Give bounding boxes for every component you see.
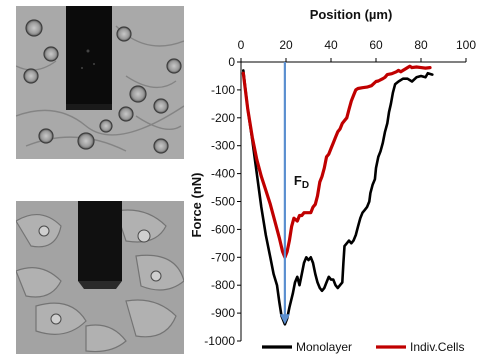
microscope-image-icon — [16, 201, 184, 354]
x-tick-label: 100 — [456, 38, 476, 52]
y-tick-label: -900 — [211, 306, 235, 320]
y-tick-label: -1000 — [204, 334, 235, 348]
y-tick-label: -600 — [211, 222, 235, 236]
y-axis-title: Force (nN) — [189, 173, 204, 238]
legend: Monolayer Indiv.Cells — [262, 340, 464, 354]
legend-label: Monolayer — [296, 340, 352, 354]
y-tick-label: -800 — [211, 278, 235, 292]
y-tick-label: -500 — [211, 195, 235, 209]
y-tick-label: -100 — [211, 83, 235, 97]
microscopy-image-bottom — [16, 201, 184, 354]
y-axis: 0 -100 -200 -300 -400 -500 -600 -700 -800 -900 -10… — [204, 55, 242, 348]
x-tick-label: 0 — [238, 38, 245, 52]
series-lines — [241, 64, 434, 326]
x-tick-label: 80 — [414, 38, 428, 52]
annotation-label-main: F — [294, 173, 302, 188]
annotation-fd: FD — [279, 62, 309, 325]
y-tick-label: -300 — [211, 139, 235, 153]
x-axis: 0 20 40 60 80 100 — [238, 38, 476, 63]
annotation-label: FD — [294, 173, 309, 191]
x-tick-label: 20 — [279, 38, 293, 52]
microscopy-image-top — [16, 6, 184, 159]
legend-label: Indiv.Cells — [410, 340, 464, 354]
x-tick-label: 40 — [324, 38, 338, 52]
annotation-arrowhead — [279, 314, 290, 325]
y-tick-label: -700 — [211, 250, 235, 264]
y-tick-label: 0 — [228, 55, 235, 69]
series-line-indiv-cells — [241, 64, 432, 259]
y-tick-label: -400 — [211, 167, 235, 181]
microscope-image-icon — [16, 6, 184, 159]
annotation-label-sub: D — [302, 180, 309, 191]
x-tick-label: 60 — [369, 38, 383, 52]
y-tick-label: -200 — [211, 111, 235, 125]
x-axis-title: Position (µm) — [310, 7, 393, 22]
series-line-monolayer — [242, 69, 434, 326]
